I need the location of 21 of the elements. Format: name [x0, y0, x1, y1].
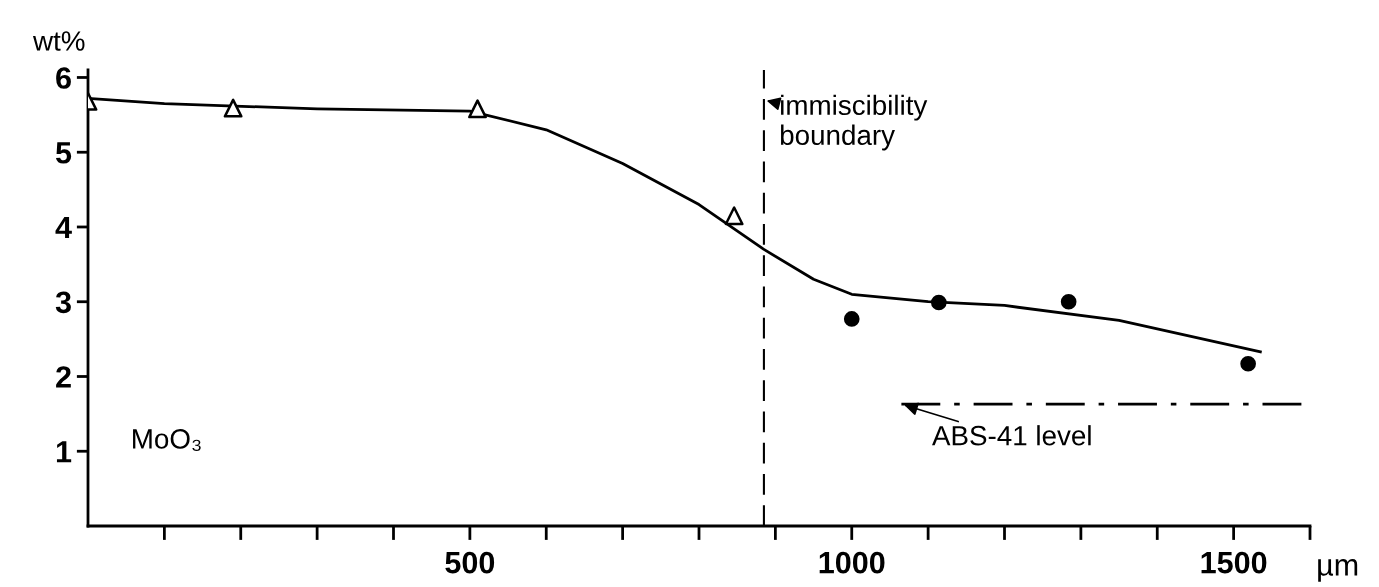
x-tick-label: 500 — [445, 551, 495, 574]
y-tick-label: 3 — [55, 291, 71, 314]
x-axis-title: µm — [1318, 559, 1358, 582]
y-tick-label: 1 — [56, 441, 72, 463]
y-axis-title: wt% — [32, 31, 85, 51]
point — [223, 98, 243, 118]
y-tick-label: 4 — [55, 217, 72, 239]
point — [930, 294, 947, 311]
point — [843, 311, 860, 327]
y-tick-label: 6 — [56, 67, 71, 89]
y-tick-label: 5 — [55, 142, 72, 164]
point — [1240, 355, 1256, 372]
point — [468, 99, 487, 119]
point — [724, 206, 744, 226]
y-tick-label: 2 — [56, 366, 71, 388]
annotation: ABS-41 level — [932, 425, 1091, 446]
annotation: MoO₃ — [133, 429, 201, 451]
ref-line-label: immiscibility boundary — [780, 94, 928, 151]
x-tick-label: 1000 — [819, 551, 885, 574]
x-tick-label: 1500 — [1201, 551, 1267, 574]
point — [1060, 293, 1077, 310]
